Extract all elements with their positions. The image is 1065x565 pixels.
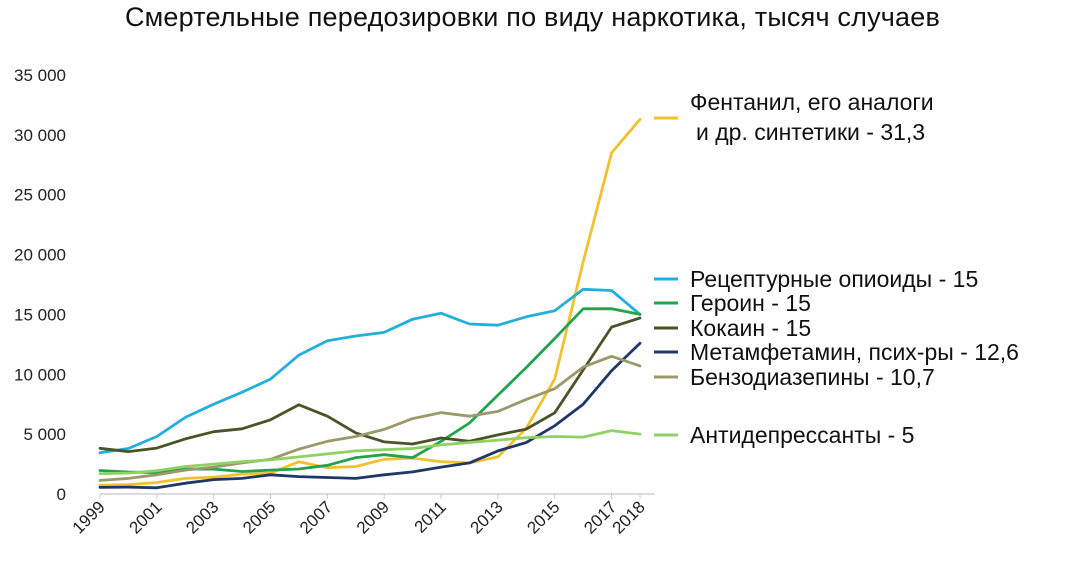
series-lines bbox=[98, 117, 642, 490]
x-tick-label: 2001 bbox=[125, 497, 165, 537]
series-line bbox=[98, 287, 642, 455]
x-tick-label: 2013 bbox=[467, 497, 507, 537]
legend-item: Метамфетамин, псих-ры - 12,6 bbox=[654, 339, 1019, 365]
chart-title: Смертельные передозировки по виду наркот… bbox=[124, 2, 941, 32]
legend-label: Метамфетамин, псих-ры - 12,6 bbox=[690, 339, 1019, 365]
legend-label: Героин - 15 bbox=[690, 290, 811, 316]
legend-label: Кокаин - 15 bbox=[690, 315, 811, 341]
y-tick-label: 30 000 bbox=[14, 126, 66, 145]
legend-item: Бензодиазепины - 10,7 bbox=[654, 364, 935, 390]
y-tick-label: 5 000 bbox=[23, 425, 66, 444]
legend-item: Рецептурные опиоиды - 15 bbox=[654, 266, 978, 292]
y-tick-label: 10 000 bbox=[14, 365, 66, 384]
x-tick-label: 2018 bbox=[609, 497, 649, 537]
series-line bbox=[98, 117, 642, 487]
y-tick-label: 0 bbox=[57, 485, 66, 504]
x-tick-label: 2009 bbox=[353, 497, 393, 537]
y-tick-label: 35 000 bbox=[14, 66, 66, 85]
legend-item: Героин - 15 bbox=[654, 290, 811, 316]
legend: Фентанил, его аналоги и др. синтетики - 3… bbox=[654, 89, 1019, 448]
x-axis: 1999 2001 2003 2005 2007 2009 2011 2013 2015 2017… bbox=[69, 493, 655, 538]
legend-item: Фентанил, его аналоги и др. синтетики - 3… bbox=[654, 89, 934, 145]
y-tick-label: 25 000 bbox=[14, 186, 66, 205]
series-line bbox=[98, 429, 642, 476]
y-tick-label: 20 000 bbox=[14, 246, 66, 265]
legend-item: Антидепрессанты - 5 bbox=[654, 422, 914, 448]
y-tick-label: 15 000 bbox=[14, 305, 66, 324]
series-line bbox=[98, 341, 642, 490]
y-axis-tick-labels: 0 5 000 10 000 15 000 20 000 25 000 30 000 35 0… bbox=[14, 66, 66, 504]
legend-item: Кокаин - 15 bbox=[654, 315, 811, 341]
legend-label: Рецептурные опиоиды - 15 bbox=[690, 266, 978, 292]
x-tick-label: 2011 bbox=[411, 497, 450, 536]
legend-label: Бензодиазепины - 10,7 bbox=[690, 364, 935, 390]
x-tick-label: 2007 bbox=[296, 497, 336, 537]
x-tick-label: 2015 bbox=[523, 497, 563, 537]
series-line bbox=[98, 316, 642, 454]
x-tick-label: 1999 bbox=[69, 497, 109, 537]
x-tick-label: 2003 bbox=[182, 497, 222, 537]
x-tick-label: 2005 bbox=[239, 497, 279, 537]
legend-label: Антидепрессанты - 5 bbox=[690, 422, 914, 448]
series-line bbox=[98, 354, 642, 482]
legend-label: Фентанил, его аналоги и др. синтетики - 3… bbox=[690, 89, 934, 145]
